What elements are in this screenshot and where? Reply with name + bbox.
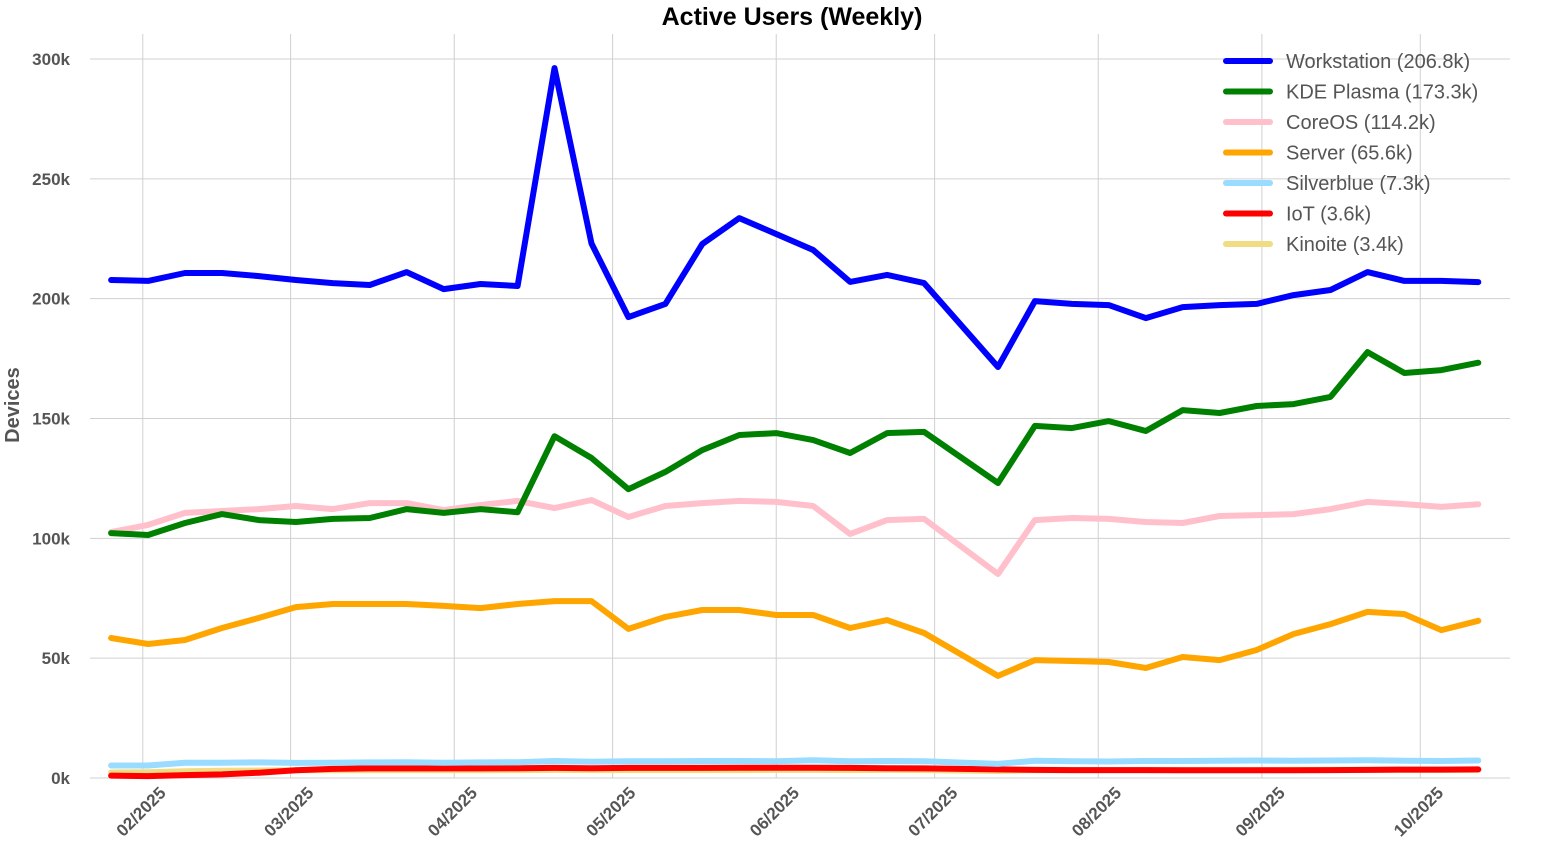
x-tick-label: 09/2025	[1232, 783, 1289, 840]
series-line-server	[108, 598, 1482, 679]
chart-title: Active Users (Weekly)	[662, 3, 923, 31]
series-line-iot	[108, 764, 1482, 780]
legend-label: IoT (3.6k)	[1286, 204, 1371, 226]
series-line-kde-plasma	[108, 349, 1482, 538]
x-tick-label: 08/2025	[1068, 783, 1125, 840]
legend-label: KDE Plasma (173.3k)	[1286, 82, 1478, 104]
x-tick-label: 07/2025	[905, 783, 962, 840]
x-tick-label: 03/2025	[261, 783, 318, 840]
grid	[90, 34, 1510, 779]
x-tick-label: 06/2025	[746, 783, 803, 840]
y-tick-label: 150k	[32, 410, 70, 429]
x-tick-label: 10/2025	[1390, 783, 1447, 840]
legend-label: CoreOS (114.2k)	[1286, 112, 1436, 134]
y-tick-label: 50k	[42, 649, 71, 668]
series-lines	[108, 65, 1482, 780]
legend-label: Workstation (206.8k)	[1286, 51, 1470, 73]
y-axis-label: Devices	[2, 367, 24, 443]
x-tick-label: 05/2025	[583, 783, 640, 840]
axes: 0k 50k 100k 150k 200k 250k 300k 02/2025 03/2025 0…	[32, 50, 1447, 840]
legend-label: Kinoite (3.4k)	[1286, 234, 1404, 256]
y-tick-label: 0k	[51, 769, 70, 788]
x-tick-label: 02/2025	[113, 783, 170, 840]
legend: Workstation (206.8k) KDE Plasma (173.3k) C…	[1223, 51, 1478, 256]
legend-label: Silverblue (7.3k)	[1286, 173, 1431, 195]
y-tick-label: 300k	[32, 50, 70, 69]
legend-label: Server (65.6k)	[1286, 143, 1413, 165]
series-line-coreos	[108, 497, 1482, 577]
y-tick-label: 200k	[32, 290, 70, 309]
series-line-silverblue	[108, 757, 1482, 769]
y-tick-label: 250k	[32, 170, 70, 189]
series-line-workstation	[108, 65, 1482, 370]
x-tick-label: 04/2025	[424, 783, 481, 840]
y-tick-label: 100k	[32, 529, 70, 548]
